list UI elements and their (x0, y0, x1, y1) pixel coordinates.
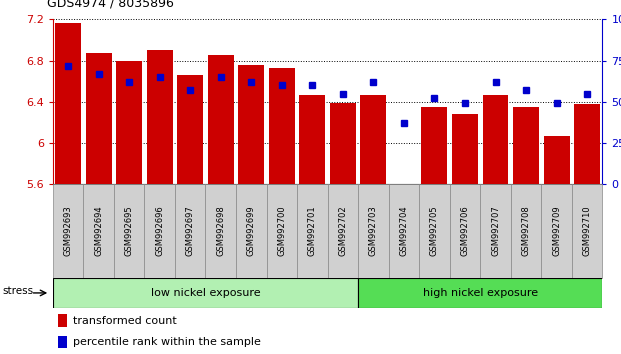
Text: GSM992700: GSM992700 (278, 206, 286, 256)
Text: GDS4974 / 8035896: GDS4974 / 8035896 (47, 0, 174, 10)
Text: GSM992697: GSM992697 (186, 206, 194, 256)
Text: GSM992699: GSM992699 (247, 206, 256, 256)
Bar (358, 184, 389, 278)
Bar (266, 184, 297, 278)
Bar (53, 184, 83, 278)
Text: transformed count: transformed count (73, 316, 177, 326)
Bar (419, 184, 450, 278)
Bar (391, 184, 417, 189)
Text: GSM992704: GSM992704 (399, 206, 409, 256)
Bar (358, 278, 602, 308)
Bar (330, 103, 356, 184)
Text: GSM992706: GSM992706 (461, 206, 469, 256)
Text: stress: stress (2, 286, 34, 296)
Text: GSM992710: GSM992710 (582, 206, 592, 256)
Text: GSM992707: GSM992707 (491, 206, 500, 256)
Text: GSM992708: GSM992708 (522, 206, 530, 256)
Text: GSM992709: GSM992709 (552, 206, 561, 256)
Bar (483, 95, 509, 184)
Text: low nickel exposure: low nickel exposure (151, 288, 260, 298)
Text: GSM992698: GSM992698 (216, 206, 225, 256)
Bar (144, 184, 175, 278)
Bar (510, 184, 542, 278)
Bar (452, 114, 478, 184)
Text: GSM992693: GSM992693 (63, 206, 73, 256)
Bar (206, 184, 236, 278)
Text: GSM992702: GSM992702 (338, 206, 347, 256)
Bar (360, 95, 386, 184)
Bar (83, 184, 114, 278)
Text: GSM992695: GSM992695 (125, 206, 134, 256)
Text: high nickel exposure: high nickel exposure (423, 288, 538, 298)
Bar (175, 184, 206, 278)
Bar (116, 61, 142, 184)
Bar (513, 107, 539, 184)
Bar (543, 136, 569, 184)
Bar (114, 184, 144, 278)
Bar (297, 184, 328, 278)
Bar (236, 184, 266, 278)
Bar (86, 53, 112, 184)
Bar (147, 50, 173, 184)
Bar (208, 56, 233, 184)
Bar (389, 184, 419, 278)
Bar (177, 75, 203, 184)
Bar (328, 184, 358, 278)
Bar (450, 184, 480, 278)
Text: GSM992701: GSM992701 (308, 206, 317, 256)
Bar (299, 95, 325, 184)
Bar (55, 23, 81, 184)
Bar (422, 107, 447, 184)
Bar (238, 65, 264, 184)
Bar (574, 104, 600, 184)
Text: percentile rank within the sample: percentile rank within the sample (73, 337, 261, 347)
Bar (58, 314, 66, 327)
Bar (542, 184, 572, 278)
Bar (58, 336, 66, 348)
Bar (269, 68, 295, 184)
Bar (480, 184, 510, 278)
Text: GSM992696: GSM992696 (155, 206, 164, 256)
Text: GSM992703: GSM992703 (369, 206, 378, 256)
Text: GSM992694: GSM992694 (94, 206, 103, 256)
Bar (53, 278, 358, 308)
Bar (572, 184, 602, 278)
Text: GSM992705: GSM992705 (430, 206, 439, 256)
